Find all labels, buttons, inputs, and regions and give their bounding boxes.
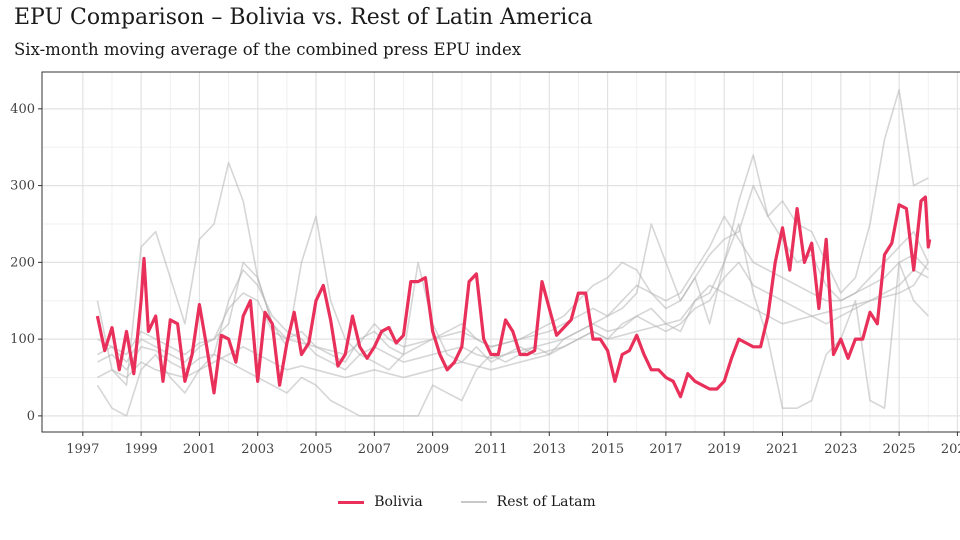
x-tick-label: 2019 [708, 442, 741, 457]
rest-of-latam-line-6 [97, 215, 929, 356]
x-tick-label: 1999 [125, 442, 158, 457]
x-tick-label: 2009 [416, 442, 449, 457]
y-tick-label: 400 [10, 102, 35, 117]
y-tick-label: 100 [10, 332, 35, 347]
chart-subtitle: Six-month moving average of the combined… [14, 40, 522, 59]
gridlines [42, 72, 960, 432]
rest-of-latam-line-4 [97, 261, 929, 371]
x-tick-label: 2015 [591, 442, 624, 457]
x-tick-label: 2021 [766, 442, 799, 457]
x-tick-label: 2027 [941, 442, 960, 457]
x-tick-label: 2007 [358, 442, 391, 457]
x-tick-label: 2011 [474, 442, 507, 457]
legend-item-bolivia: Bolivia [338, 494, 423, 510]
x-tick-label: 2017 [649, 442, 682, 457]
legend-label-bolivia: Bolivia [374, 494, 423, 510]
y-tick-label: 0 [27, 409, 35, 424]
legend-label-rest-of-latam: Rest of Latam [496, 494, 596, 510]
x-tick-label: 2025 [883, 442, 916, 457]
bolivia-line-group [95, 195, 932, 399]
rest-of-latam-line-5 [97, 261, 929, 379]
x-tick-label: 2003 [241, 442, 274, 457]
chart-title: EPU Comparison – Bolivia vs. Rest of Lat… [14, 5, 593, 30]
legend: Bolivia Rest of Latam [0, 494, 960, 510]
rest-of-latam-lines [96, 88, 930, 417]
rest-of-latam-line-2 [96, 223, 929, 417]
axes: 0 100 200 300 400 1997 1999 2001 2003 2005 2007 200… [10, 102, 960, 457]
y-tick-label: 300 [10, 179, 35, 194]
y-tick-label: 200 [10, 255, 35, 270]
rest-legend-key [460, 501, 487, 503]
x-tick-label: 2013 [533, 442, 566, 457]
x-tick-label: 2001 [183, 442, 216, 457]
x-tick-label: 1997 [66, 442, 99, 457]
x-tick-label: 2005 [299, 442, 332, 457]
panel-border [41, 71, 960, 433]
bolivia-line [95, 195, 932, 399]
bolivia-legend-key [338, 500, 365, 504]
legend-item-rest-of-latam: Rest of Latam [460, 494, 596, 510]
x-tick-label: 2023 [824, 442, 857, 457]
rest-of-latam-line-1 [96, 88, 929, 386]
